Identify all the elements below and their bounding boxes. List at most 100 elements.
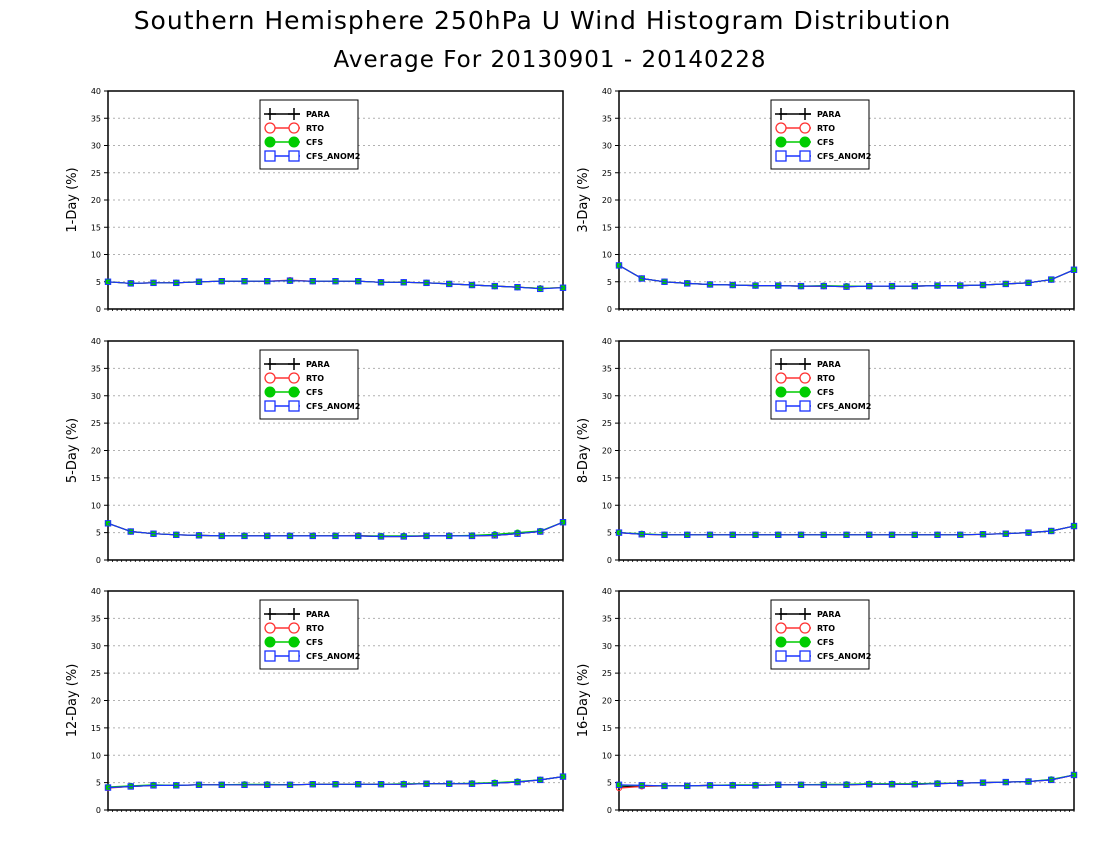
y-tick-label: 25 — [602, 169, 612, 178]
data-point — [241, 532, 248, 540]
data-point — [514, 530, 521, 537]
legend-label: PARA — [306, 110, 330, 119]
data-point — [537, 776, 544, 784]
data-point — [468, 780, 476, 787]
data-point — [446, 780, 453, 787]
data-point — [173, 279, 180, 287]
data-point — [104, 520, 112, 527]
y-tick-label: 25 — [91, 419, 101, 428]
legend-marker — [799, 650, 811, 662]
y-tick-label: 20 — [602, 196, 612, 205]
data-point — [775, 781, 782, 789]
series-line — [618, 525, 1075, 536]
y-tick-label: 15 — [602, 724, 612, 733]
y-tick-label: 20 — [91, 697, 101, 706]
y-tick-label: 30 — [91, 392, 101, 401]
legend-label: CFS — [817, 638, 834, 647]
legend-marker — [775, 622, 787, 634]
data-point — [286, 781, 294, 789]
y-tick-label: 30 — [91, 142, 101, 151]
data-point — [377, 279, 385, 286]
legend-box — [770, 99, 870, 170]
data-point — [1025, 279, 1032, 287]
data-point — [309, 278, 316, 285]
data-point — [309, 532, 316, 540]
y-axis-label: 1-Day (%) — [65, 167, 80, 232]
data-point — [615, 262, 623, 269]
legend-label: CFS — [306, 138, 323, 147]
data-point — [104, 278, 112, 285]
y-axis-label: 8-Day (%) — [576, 418, 591, 483]
y-tick-label: 20 — [91, 447, 101, 456]
data-point — [286, 532, 294, 540]
legend: PARA RTO CFS CFS_ANOM2 — [770, 349, 871, 420]
data-point — [729, 782, 736, 789]
legend-marker — [799, 136, 811, 148]
data-point — [797, 781, 805, 789]
data-point — [355, 532, 362, 540]
data-point — [775, 531, 782, 539]
data-point — [559, 773, 567, 780]
legend-marker — [288, 650, 300, 662]
plot-frame — [618, 90, 1075, 310]
data-point — [537, 528, 544, 535]
data-point — [638, 782, 645, 789]
legend-label: PARA — [306, 610, 330, 619]
series-line — [107, 776, 564, 789]
data-point — [218, 532, 225, 540]
data-point — [820, 282, 827, 290]
legend-marker — [775, 400, 787, 412]
data-point — [661, 782, 668, 790]
data-point — [866, 781, 873, 788]
data-point — [491, 532, 498, 539]
data-point — [1070, 771, 1078, 779]
y-tick-label: 35 — [602, 364, 612, 373]
data-point — [514, 284, 521, 291]
legend-marker — [288, 136, 300, 148]
data-point — [423, 780, 430, 787]
y-tick-label: 20 — [602, 697, 612, 706]
data-point — [1025, 778, 1032, 785]
data-point — [264, 781, 271, 789]
legend-marker — [288, 622, 300, 634]
legend-marker — [775, 636, 787, 648]
legend-label: CFS — [306, 388, 323, 397]
y-tick-label: 30 — [91, 642, 101, 651]
data-point — [195, 781, 203, 789]
legend-label: RTO — [817, 374, 835, 383]
data-point — [127, 783, 134, 790]
y-tick-label: 35 — [91, 114, 101, 123]
data-point — [446, 280, 453, 288]
series-cfs_anom2 — [104, 773, 567, 791]
legend-label: RTO — [817, 624, 835, 633]
series-cfs_anom2 — [104, 519, 567, 540]
plot-frame — [107, 90, 564, 310]
data-point — [400, 533, 407, 540]
data-point — [615, 781, 623, 789]
data-point — [286, 277, 294, 284]
data-point — [979, 779, 987, 786]
y-tick-label: 25 — [602, 669, 612, 678]
y-tick-label: 10 — [602, 751, 612, 760]
y-tick-label: 35 — [602, 114, 612, 123]
y-tick-label: 35 — [91, 364, 101, 373]
y-tick-label: 10 — [602, 501, 612, 510]
y-tick-label: 35 — [602, 614, 612, 623]
y-tick-label: 30 — [602, 642, 612, 651]
legend-marker — [799, 400, 811, 412]
data-point — [911, 282, 918, 290]
data-point — [400, 279, 407, 286]
series-cfs_anom2 — [615, 522, 1078, 539]
data-point — [218, 781, 225, 789]
legend-label: PARA — [817, 110, 841, 119]
y-tick-label: 10 — [91, 251, 101, 260]
data-point — [706, 281, 714, 288]
legend-marker — [264, 150, 276, 162]
chart-title: Southern Hemisphere 250hPa U Wind Histog… — [133, 6, 952, 35]
legend-marker — [264, 650, 276, 662]
data-point — [638, 275, 645, 282]
data-point — [957, 531, 964, 539]
chart-panel-2: 0 5 10 15 20 25 30 35 40 3-Day (%) PARA RTO CFS CFS_A… — [576, 87, 1078, 314]
y-tick-label: 35 — [91, 614, 101, 623]
legend-marker — [799, 386, 811, 398]
